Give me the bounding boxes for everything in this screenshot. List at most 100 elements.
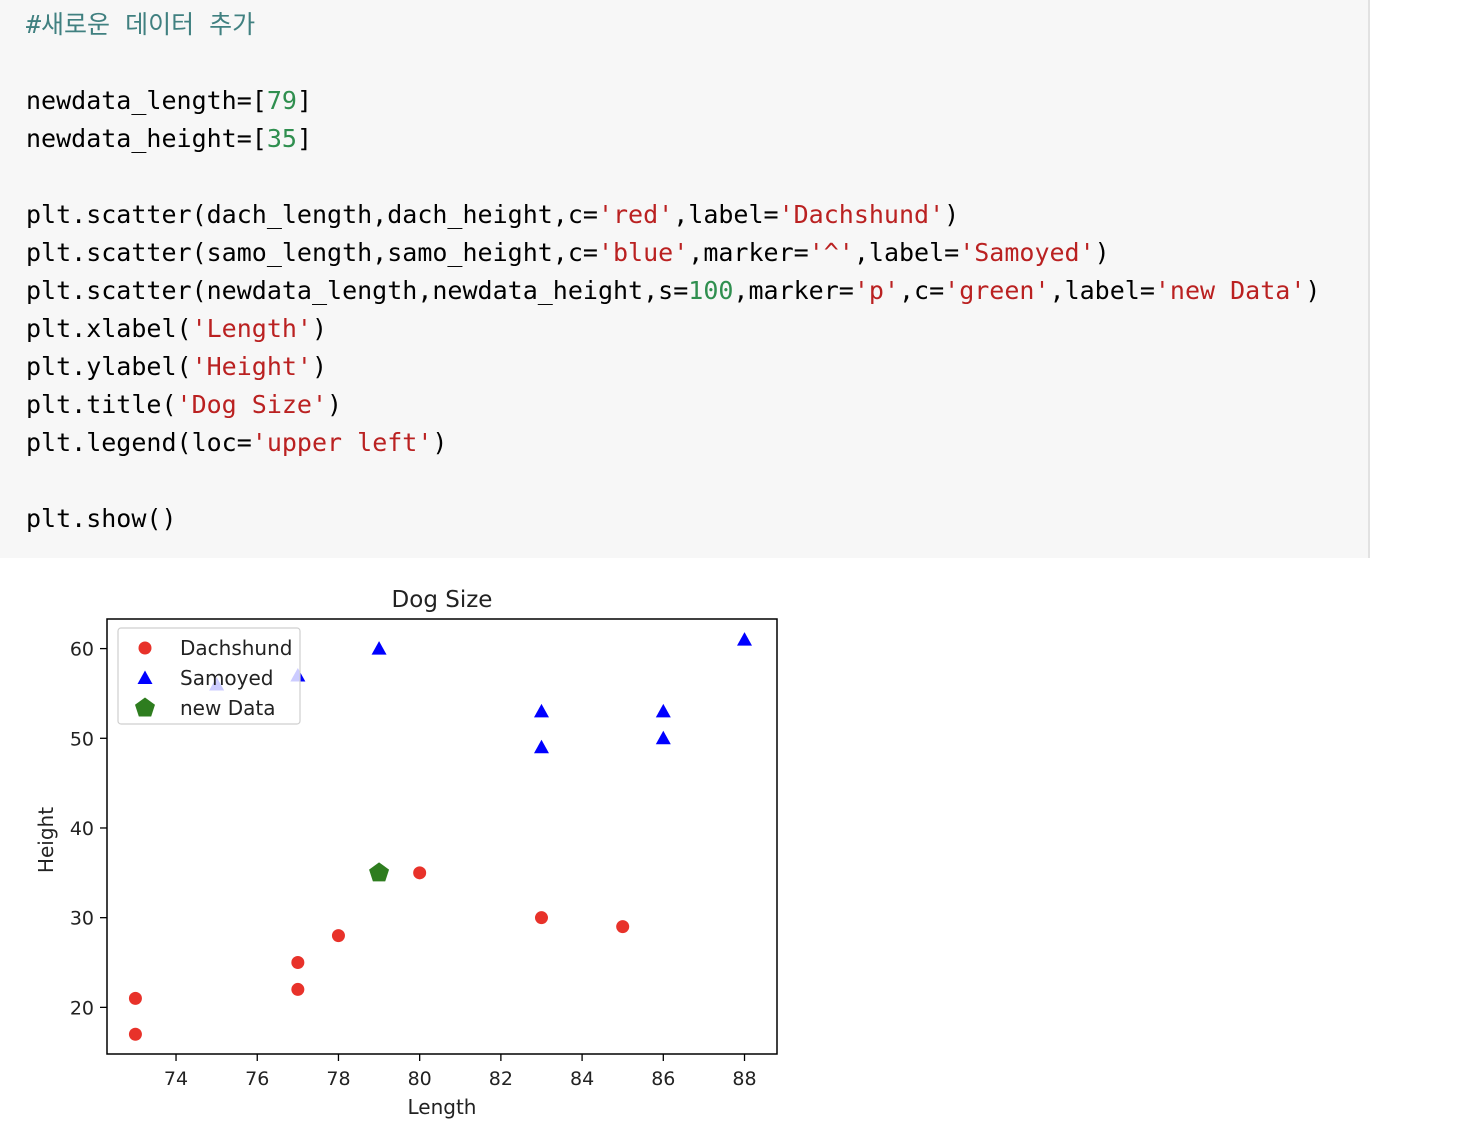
code-token: ,c= (899, 276, 945, 305)
code-token: '^' (808, 238, 854, 267)
code-token: ) (432, 428, 448, 457)
x-tick-label: 78 (326, 1068, 350, 1090)
code-line: newdata_length=[79] (26, 82, 1320, 120)
dachshund-point (128, 991, 142, 1005)
code-token: ,label= (1049, 276, 1155, 305)
y-tick-label: 40 (70, 818, 94, 840)
code-token: 100 (688, 276, 734, 305)
code-token: 'new Data' (1154, 276, 1306, 305)
samoyed-point (533, 703, 549, 718)
x-tick-label: 88 (732, 1068, 756, 1090)
code-token: 35 (266, 124, 297, 153)
code-token: 'green' (944, 276, 1050, 305)
code-token: newdata_length=[ (26, 86, 267, 115)
x-tick-label: 74 (164, 1068, 188, 1090)
code-token: ] (296, 124, 312, 153)
code-line: plt.scatter(newdata_length,newdata_heigh… (26, 272, 1320, 310)
x-tick-label: 86 (651, 1068, 675, 1090)
y-tick-label: 50 (70, 728, 94, 750)
code-line: newdata_height=[35] (26, 120, 1320, 158)
code-token: ) (312, 314, 328, 343)
code-token: newdata_height=[ (26, 124, 267, 153)
code-token: 79 (266, 86, 297, 115)
legend-label: new Data (180, 696, 275, 720)
code-token: plt.scatter(samo_length,samo_height,c= (26, 238, 598, 267)
code-line: plt.ylabel('Height') (26, 348, 1320, 386)
dachshund-point (331, 929, 345, 943)
code-token: plt.show() (26, 504, 177, 533)
code-token: plt.xlabel( (26, 314, 192, 343)
legend-marker-new-data (135, 697, 155, 717)
code-token: ] (296, 86, 312, 115)
x-axis-ticks: 74 76 78 80 82 84 86 88 (164, 1054, 757, 1090)
dachshund-point (413, 866, 427, 880)
code-cell[interactable]: #새로운 데이터 추가 newdata_length=[79] newdata_h… (0, 0, 1370, 558)
legend-marker-samoyed (137, 670, 153, 684)
code-token: 'Height' (191, 352, 312, 381)
code-editor[interactable]: #새로운 데이터 추가 newdata_length=[79] newdata_h… (26, 6, 1320, 538)
code-token: plt.title( (26, 390, 177, 419)
y-tick-label: 60 (70, 639, 94, 661)
dachshund-point (128, 1027, 142, 1041)
samoyed-point (737, 632, 753, 646)
samoyed-point (371, 641, 387, 655)
code-token: 'red' (597, 200, 674, 229)
code-token: ) (312, 352, 328, 381)
code-line: plt.show() (26, 500, 1320, 538)
legend-label: Samoyed (180, 666, 274, 690)
x-tick-label: 76 (245, 1068, 269, 1090)
code-token: ,label= (673, 200, 779, 229)
plot-frame (106, 618, 778, 1055)
code-token: #새로운 데이터 추가 (26, 10, 256, 39)
code-line: #새로운 데이터 추가 (26, 6, 1320, 44)
dachshund-point (616, 920, 630, 934)
code-token: 'upper left' (251, 428, 433, 457)
code-token: ) (327, 390, 343, 419)
x-tick-label: 84 (570, 1068, 594, 1090)
code-token: plt.ylabel( (26, 352, 192, 381)
x-tick-label: 80 (408, 1068, 432, 1090)
code-token: 'blue' (597, 238, 689, 267)
new-data-point (369, 862, 390, 882)
y-tick-label: 20 (70, 997, 94, 1019)
code-token: ,label= (853, 238, 960, 267)
x-tick-label: 82 (489, 1068, 513, 1090)
code-token: 'Dog Size' (176, 390, 328, 419)
code-line (26, 44, 1320, 82)
dachshund-point (291, 982, 305, 996)
code-token: 'Dachshund' (778, 200, 945, 229)
code-line: plt.xlabel('Length') (26, 310, 1320, 348)
output-area: Dog Size Length Height 74 76 78 80 82 84 86 88 … (0, 560, 800, 1144)
y-tick-label: 30 (70, 908, 94, 930)
code-token: 'Samoyed' (959, 238, 1095, 267)
code-token: plt.legend(loc= (26, 428, 252, 457)
legend: Dachshund Samoyed new Data (117, 627, 301, 725)
code-token: plt.scatter(dach_length,dach_height,c= (26, 200, 598, 229)
scatter-chart: Dog Size Length Height 74 76 78 80 82 84 86 88 … (34, 587, 778, 1119)
samoyed-point (533, 739, 549, 754)
code-line: plt.legend(loc='upper left') (26, 424, 1320, 462)
chart-title: Dog Size (392, 587, 493, 613)
code-token: ) (1305, 276, 1321, 305)
code-token: ,marker= (688, 238, 809, 267)
code-line: plt.title('Dog Size') (26, 386, 1320, 424)
code-line: plt.scatter(samo_length,samo_height,c='b… (26, 234, 1320, 272)
legend-label: Dachshund (180, 636, 292, 660)
legend-box (117, 627, 301, 725)
dachshund-point (534, 911, 548, 925)
samoyed-point (655, 703, 671, 718)
code-token: plt.scatter(newdata_length,newdata_heigh… (26, 276, 689, 305)
dachshund-point (291, 956, 305, 970)
y-axis-label: Height (34, 807, 58, 873)
code-token: ) (944, 200, 960, 229)
y-axis-ticks: 20 30 40 50 60 (70, 639, 107, 1019)
code-line: plt.scatter(dach_length,dach_height,c='r… (26, 196, 1320, 234)
legend-marker-dachshund (138, 641, 152, 655)
code-line (26, 158, 1320, 196)
samoyed-point (655, 730, 671, 745)
code-line (26, 462, 1320, 500)
code-token: ,marker= (733, 276, 854, 305)
code-token: ) (1094, 238, 1110, 267)
x-axis-label: Length (408, 1095, 477, 1119)
code-token: 'Length' (191, 314, 312, 343)
